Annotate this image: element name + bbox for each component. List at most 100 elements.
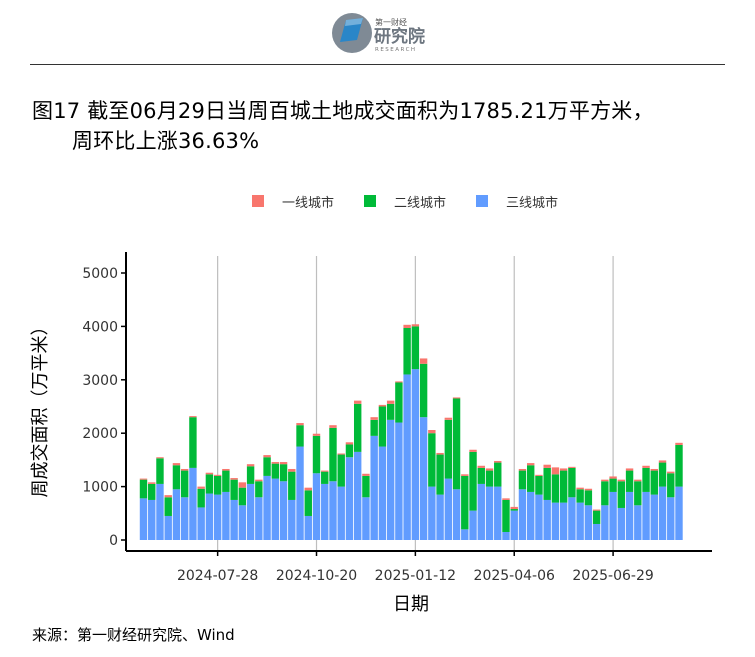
bar-segment-tier1 xyxy=(551,467,560,475)
bar-segment-tier2 xyxy=(296,425,304,447)
y-tick-label: 5000 xyxy=(82,266,118,282)
bar-segment-tier3 xyxy=(568,497,576,540)
title-line-2: 周环比上涨36.63% xyxy=(72,129,260,153)
bar-segment-tier1 xyxy=(370,417,378,420)
bar-segment-tier2 xyxy=(386,403,395,420)
bar-segment-tier2 xyxy=(197,488,205,508)
bar-segment-tier2 xyxy=(180,470,189,498)
bar-segment-tier1 xyxy=(543,464,551,468)
bar-segment-tier1 xyxy=(395,381,403,383)
bar-segment-tier3 xyxy=(617,507,626,540)
x-tick-label: 2025-04-06 xyxy=(474,568,555,584)
bar-segment-tier3 xyxy=(296,446,304,540)
y-tick-label: 3000 xyxy=(82,373,118,389)
bar-segment-tier2 xyxy=(461,475,469,530)
bar-segment-tier2 xyxy=(337,454,345,487)
bar-segment-tier1 xyxy=(362,473,370,476)
bar-segment-tier2 xyxy=(444,419,453,479)
bar-segment-tier3 xyxy=(576,502,584,540)
bar-segment-tier2 xyxy=(288,471,296,500)
bar-segment-tier2 xyxy=(304,490,312,516)
bar-segment-tier3 xyxy=(222,491,230,540)
bar-segment-tier1 xyxy=(197,486,205,489)
bar-segment-tier1 xyxy=(642,465,650,468)
bar-segment-tier1 xyxy=(378,404,387,407)
bar-segment-tier3 xyxy=(535,494,543,540)
bar-segment-tier1 xyxy=(609,476,617,479)
bar-segment-tier1 xyxy=(164,495,172,498)
logo-text-sub: RESEARCH xyxy=(375,47,417,53)
bar-segment-tier3 xyxy=(288,499,296,540)
bar-segment-tier3 xyxy=(444,478,453,540)
bar-segment-tier1 xyxy=(428,430,436,434)
x-tick-label: 2024-10-20 xyxy=(276,568,357,584)
bar-segment-tier2 xyxy=(419,363,428,418)
bar-segment-tier1 xyxy=(139,478,148,480)
legend-label-tier1: 一线城市 xyxy=(282,196,335,211)
bar-segment-tier2 xyxy=(321,471,329,484)
bar-segment-tier3 xyxy=(658,486,667,540)
bar-segment-tier3 xyxy=(312,473,321,540)
legend-swatch-tier1 xyxy=(252,195,264,207)
bar-segment-tier2 xyxy=(230,479,238,500)
bar-segment-tier3 xyxy=(180,497,189,540)
bar-segment-tier1 xyxy=(469,449,477,452)
bar-segment-tier3 xyxy=(370,435,378,540)
bar-segment-tier3 xyxy=(148,499,156,540)
bar-segment-tier3 xyxy=(436,494,444,540)
source-note: 来源：第一财经研究院、Wind xyxy=(32,626,235,644)
bar-segment-tier2 xyxy=(222,470,230,492)
bar-segment-tier2 xyxy=(601,481,609,506)
bar-segment-tier1 xyxy=(337,453,345,455)
bar-segment-tier2 xyxy=(345,444,354,458)
bar-segment-tier2 xyxy=(485,470,494,487)
logo-text-main: 研究院 xyxy=(374,26,425,47)
chart-title: 图17 截至06月29日当周百城土地成交面积为1785.21万平方米， 周环比上… xyxy=(32,96,654,156)
x-axis-title: 日期 xyxy=(393,594,429,615)
bar-segment-tier2 xyxy=(617,481,626,508)
bar-segment-tier3 xyxy=(403,374,411,540)
bar-segment-tier2 xyxy=(469,451,477,511)
bar-segment-tier2 xyxy=(213,475,222,495)
bar-segment-tier1 xyxy=(535,474,543,476)
bar-segment-tier2 xyxy=(477,467,485,484)
bar-segment-tier3 xyxy=(510,510,518,540)
bar-segment-tier2 xyxy=(527,465,535,492)
bar-segment-tier2 xyxy=(642,467,650,492)
bar-segment-tier2 xyxy=(584,490,593,506)
bar-segment-tier2 xyxy=(428,433,436,487)
bar-segment-tier3 xyxy=(362,497,370,540)
bar-segment-tier1 xyxy=(568,466,576,468)
bar-segment-tier1 xyxy=(494,460,502,463)
bar-segment-tier2 xyxy=(263,457,271,476)
bar-segment-tier3 xyxy=(395,422,403,540)
bar-segment-tier2 xyxy=(378,406,387,447)
bar-segment-tier3 xyxy=(642,491,650,540)
bar-segment-tier1 xyxy=(321,470,329,472)
bar-segment-tier3 xyxy=(518,489,527,540)
bar-segment-tier3 xyxy=(156,483,164,540)
bar-segment-tier1 xyxy=(559,468,568,471)
bar-segment-tier1 xyxy=(411,324,420,327)
logo-text-top: 第一财经 xyxy=(375,17,407,27)
bar-segment-tier2 xyxy=(568,467,576,498)
bar-segment-tier1 xyxy=(625,468,634,471)
bar-segment-tier2 xyxy=(436,454,444,495)
bar-segment-tier1 xyxy=(675,442,683,445)
bar-segment-tier1 xyxy=(255,479,263,482)
bar-segment-tier3 xyxy=(411,369,420,540)
bar-segment-tier2 xyxy=(543,467,551,500)
bar-segment-tier3 xyxy=(634,505,642,540)
bar-segment-tier2 xyxy=(535,475,543,495)
bar-segment-tier1 xyxy=(477,465,485,468)
bar-segment-tier3 xyxy=(675,486,683,540)
bar-segment-tier1 xyxy=(205,472,214,475)
y-tick-label: 1000 xyxy=(82,480,118,496)
bar-segment-tier3 xyxy=(205,493,214,540)
bar-segment-tier2 xyxy=(658,462,667,487)
bar-segment-tier3 xyxy=(329,481,337,540)
legend-label-tier3: 三线城市 xyxy=(506,196,559,211)
bar-segment-tier3 xyxy=(321,483,329,540)
title-line-1: 图17 截至06月29日当周百城土地成交面积为1785.21万平方米， xyxy=(32,99,654,123)
bar-segment-tier1 xyxy=(180,468,189,471)
